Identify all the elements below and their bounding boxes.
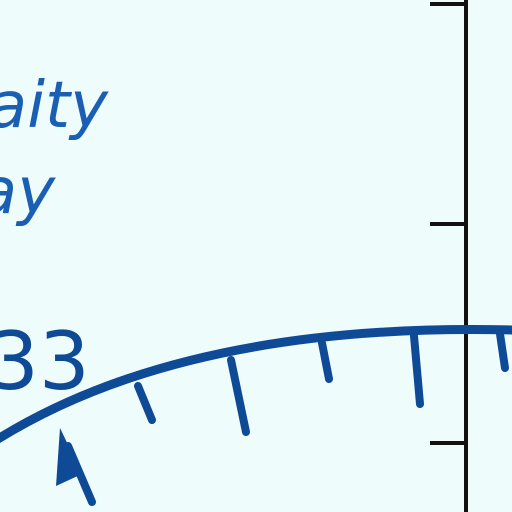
dial-tick-4 [410, 332, 424, 408]
dial-tick-2 [227, 356, 250, 436]
dial-number-33: 33 [0, 315, 90, 408]
dial-tick-1 [134, 382, 156, 424]
dial-tick-3 [318, 339, 333, 383]
dial-tick-5 [496, 330, 509, 372]
partial-label-aity: aity [0, 69, 108, 143]
dial-arc [0, 325, 512, 444]
arrow-up-icon [56, 428, 96, 506]
partial-label-ay: ay [0, 155, 56, 229]
